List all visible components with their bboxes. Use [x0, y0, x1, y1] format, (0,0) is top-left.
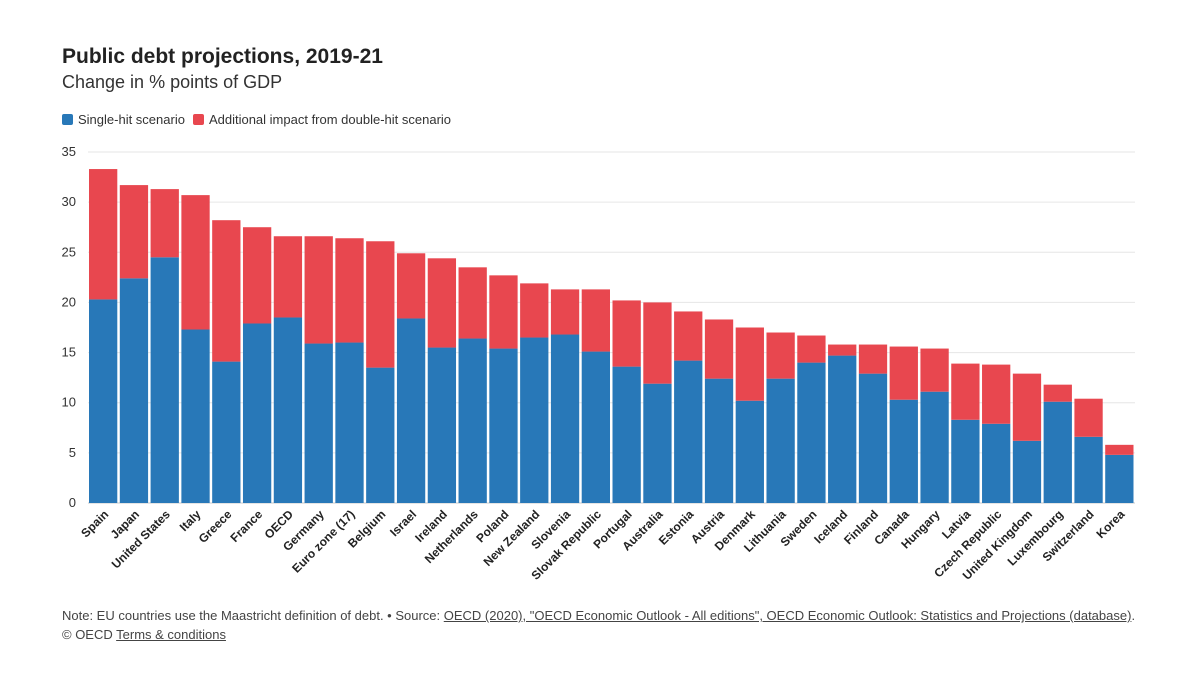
bar-single-hit: [181, 329, 210, 503]
bar-single-hit: [643, 383, 672, 503]
y-tick-label: 10: [62, 395, 76, 410]
bar-double-hit: [366, 241, 395, 368]
bar-single-hit: [150, 257, 179, 503]
bar-single-hit: [982, 423, 1011, 503]
bar-single-hit: [951, 419, 980, 503]
bar-double-hit: [427, 258, 457, 348]
source-link[interactable]: OECD (2020), "OECD Economic Outlook - Al…: [443, 608, 1132, 623]
bar-single-hit: [1043, 401, 1072, 503]
bar-double-hit: [951, 363, 980, 420]
x-tick-label: Estonia: [656, 507, 697, 548]
bar-double-hit: [550, 289, 580, 335]
bar-double-hit: [735, 327, 764, 401]
bar-double-hit: [889, 346, 918, 400]
legend-swatch-single: [62, 114, 73, 125]
bar-double-hit: [335, 238, 364, 343]
bar-single-hit: [458, 338, 487, 503]
bar-double-hit: [1105, 444, 1134, 455]
y-tick-label: 20: [62, 294, 76, 309]
x-tick-label: Greece: [196, 507, 235, 546]
bar-double-hit: [643, 302, 672, 384]
x-tick-label: France: [228, 507, 266, 545]
note-text: Note: EU countries use the Maastricht de…: [62, 608, 444, 623]
bar-single-hit: [550, 334, 580, 503]
bar-double-hit: [520, 283, 549, 338]
bar-double-hit: [89, 169, 118, 300]
bar-double-hit: [304, 236, 333, 344]
bar-double-hit: [1012, 373, 1042, 441]
bar-single-hit: [119, 278, 149, 503]
bar-single-hit: [520, 337, 549, 503]
bar-single-hit: [704, 378, 734, 503]
bar-double-hit: [797, 335, 826, 363]
bar-single-hit: [797, 362, 826, 503]
chart-subtitle: Change in % points of GDP: [62, 72, 283, 92]
legend-label-single: Single-hit scenario: [78, 112, 185, 127]
bar-double-hit: [273, 236, 303, 318]
chart-title: Public debt projections, 2019-21: [62, 45, 383, 68]
bar-single-hit: [427, 347, 457, 503]
bar-double-hit: [489, 275, 518, 349]
bar-double-hit: [920, 348, 949, 392]
bar-single-hit: [304, 343, 333, 503]
bar-single-hit: [581, 351, 610, 503]
bar-double-hit: [150, 189, 179, 258]
legend-swatch-double: [192, 114, 204, 125]
bar-single-hit: [674, 360, 703, 503]
x-tick-label: Korea: [1094, 507, 1128, 541]
bar-double-hit: [396, 253, 426, 319]
bar-single-hit: [1105, 454, 1134, 503]
bar-single-hit: [735, 400, 764, 503]
bar-double-hit: [181, 195, 210, 330]
bar-single-hit: [396, 318, 426, 503]
bar-single-hit: [766, 378, 795, 503]
bar-single-hit: [242, 323, 272, 503]
bar-single-hit: [858, 373, 888, 503]
y-tick-label: 5: [69, 445, 76, 460]
bar-double-hit: [242, 227, 272, 324]
bar-single-hit: [89, 299, 118, 503]
bar-single-hit: [366, 367, 395, 503]
x-tick-label: Italy: [177, 507, 204, 534]
bar-single-hit: [920, 391, 949, 503]
legend-label-double: Additional impact from double-hit scenar…: [208, 112, 452, 127]
legend-item-single[interactable]: Single-hit scenario: [62, 112, 185, 127]
bar-single-hit: [889, 399, 918, 503]
bar-single-hit: [828, 355, 857, 503]
bar-double-hit: [212, 220, 241, 362]
bar-double-hit: [458, 267, 487, 339]
bar-double-hit: [1043, 384, 1072, 402]
bar-double-hit: [674, 311, 703, 361]
bar-single-hit: [612, 366, 641, 503]
bar-double-hit: [612, 300, 641, 367]
y-tick-label: 15: [62, 345, 76, 360]
bar-single-hit: [273, 317, 303, 503]
bar-double-hit: [828, 344, 857, 356]
bar-double-hit: [704, 319, 734, 379]
bar-single-hit: [335, 342, 364, 503]
bar-double-hit: [119, 185, 149, 279]
bar-double-hit: [766, 332, 795, 379]
bar-single-hit: [212, 361, 241, 503]
bar-double-hit: [858, 344, 888, 374]
bar-single-hit: [489, 348, 518, 503]
terms-link[interactable]: Terms & conditions: [116, 627, 226, 642]
bar-double-hit: [581, 289, 610, 352]
bar-double-hit: [982, 364, 1011, 424]
bar-double-hit: [1074, 398, 1103, 437]
y-tick-label: 25: [62, 244, 76, 259]
y-tick-label: 35: [62, 144, 76, 159]
x-tick-label: Spain: [78, 507, 111, 540]
legend-item-double[interactable]: Additional impact from double-hit scenar…: [192, 112, 452, 127]
note-copyright: . © OECD: [62, 608, 1136, 642]
chart-note: Note: EU countries use the Maastricht de…: [62, 606, 1142, 644]
y-tick-label: 0: [69, 495, 76, 510]
bar-single-hit: [1074, 436, 1103, 503]
y-tick-label: 30: [62, 194, 76, 209]
legend: Single-hit scenario Additional impact fr…: [62, 112, 459, 127]
bar-single-hit: [1012, 440, 1042, 503]
